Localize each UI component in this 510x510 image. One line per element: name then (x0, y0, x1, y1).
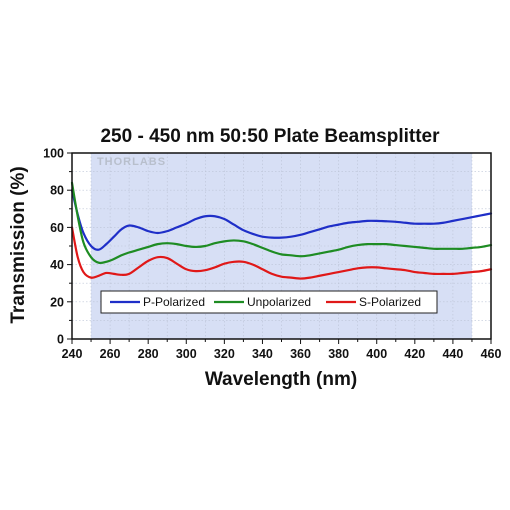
y-tick-label: 20 (50, 295, 64, 309)
x-tick-label: 240 (62, 347, 83, 361)
thorlabs-watermark: THORLABS (97, 156, 166, 168)
legend-unpolarized-label: Unpolarized (247, 295, 311, 309)
x-tick-label: 400 (366, 347, 387, 361)
axis-ticks (67, 152, 492, 344)
y-tick-label: 100 (43, 147, 64, 161)
x-tick-label: 320 (214, 347, 235, 361)
legend: P-Polarized Unpolarized S-Polarized (100, 290, 438, 314)
x-tick-label: 440 (442, 347, 463, 361)
series-line-s-polarized (70, 226, 493, 280)
x-tick-labels: 240 260 280 300 320 340 360 380 400 420 440 460 (62, 347, 502, 361)
y-tick-label: 40 (50, 258, 64, 272)
x-tick-label: 300 (176, 347, 197, 361)
y-tick-label: 0 (57, 333, 64, 347)
x-tick-label: 260 (100, 347, 121, 361)
series-line-p-polarized (70, 189, 493, 251)
y-tick-labels: 0 20 40 60 80 100 (43, 147, 64, 347)
x-tick-label: 340 (252, 347, 273, 361)
legend-box (100, 290, 438, 314)
x-tick-label: 460 (481, 347, 502, 361)
x-tick-label: 280 (138, 347, 159, 361)
x-tick-label: 380 (328, 347, 349, 361)
y-tick-label: 80 (50, 184, 64, 198)
x-axis-label: Wavelength (nm) (205, 369, 357, 390)
series-line-unpolarized (70, 181, 493, 265)
y-tick-label: 60 (50, 221, 64, 235)
chart-title: 250 - 450 nm 50:50 Plate Beamsplitter (100, 126, 440, 147)
x-tick-label: 360 (290, 347, 311, 361)
x-tick-label: 420 (404, 347, 425, 361)
y-axis-label: Transmission (%) (8, 166, 29, 323)
legend-p-polarized-label: P-Polarized (143, 295, 205, 309)
series-layer (70, 181, 493, 280)
legend-s-polarized-label: S-Polarized (359, 295, 421, 309)
